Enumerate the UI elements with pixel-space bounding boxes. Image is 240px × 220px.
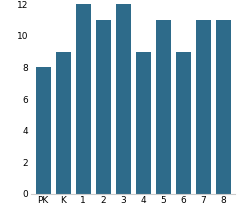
Bar	[136, 52, 151, 194]
Bar	[196, 20, 211, 194]
Bar	[76, 4, 91, 194]
Bar	[116, 4, 131, 194]
Bar	[36, 68, 51, 194]
Bar	[156, 20, 171, 194]
Bar	[176, 52, 191, 194]
Bar	[216, 20, 231, 194]
Bar	[96, 20, 111, 194]
Bar	[56, 52, 71, 194]
